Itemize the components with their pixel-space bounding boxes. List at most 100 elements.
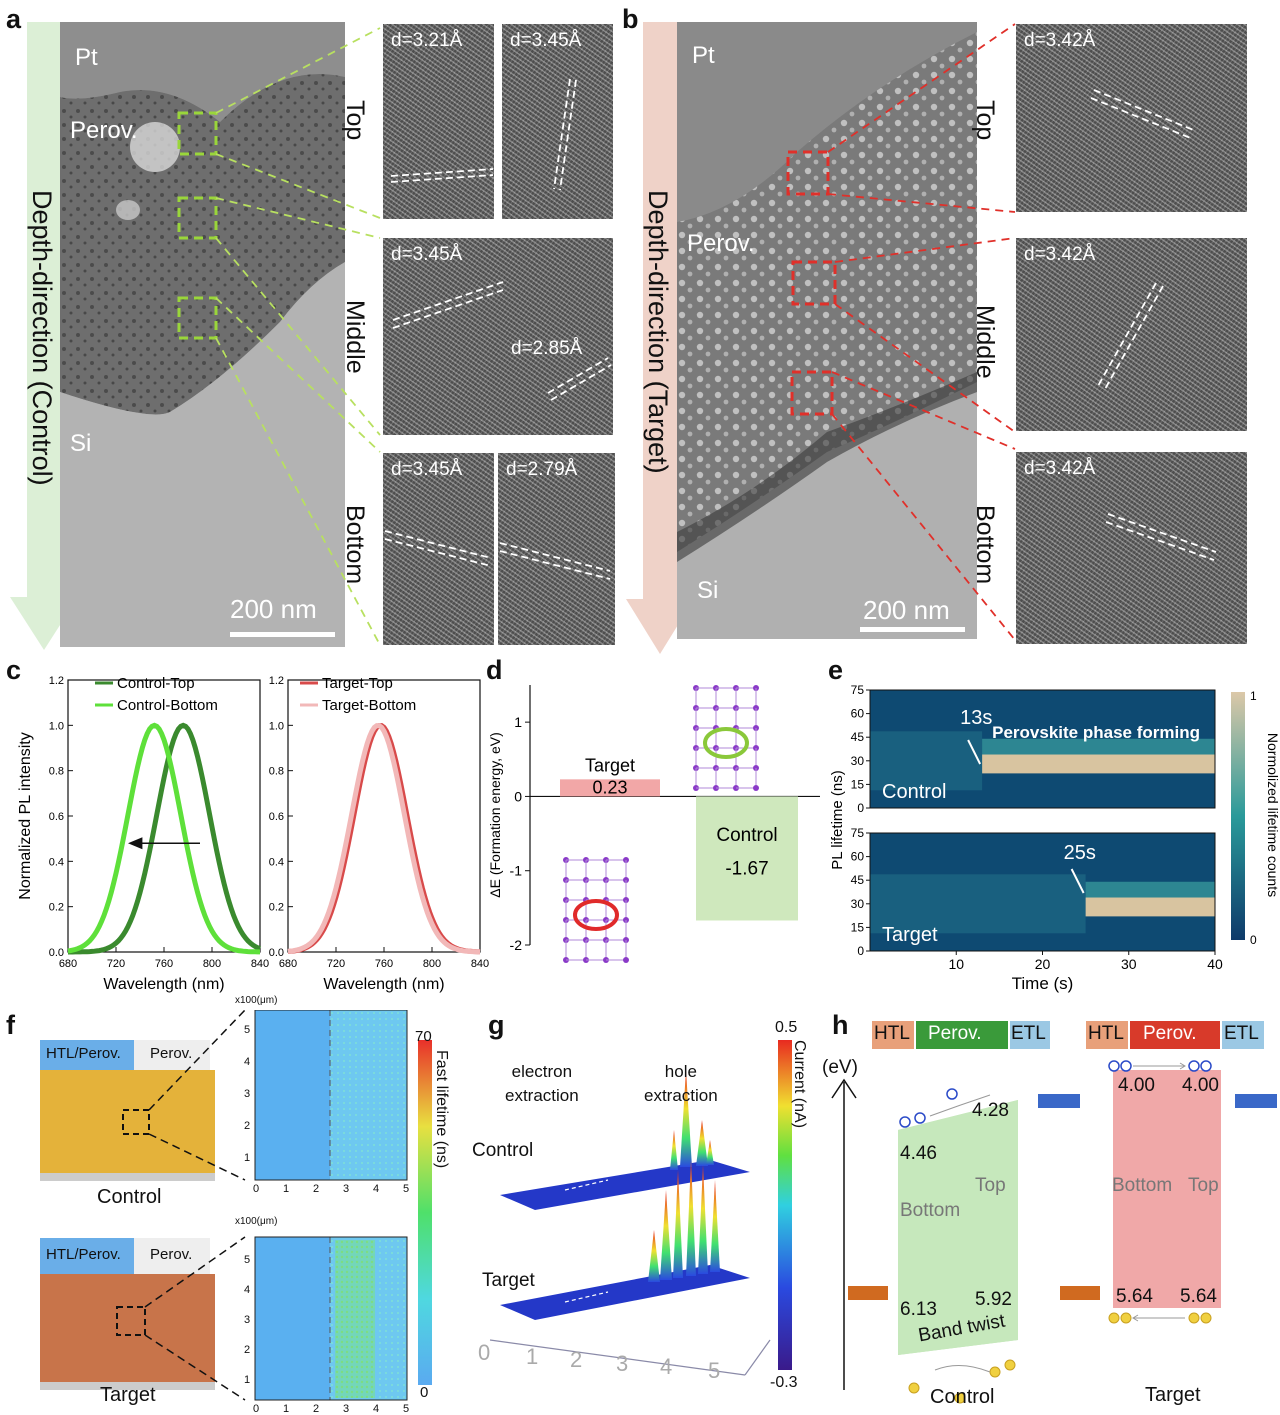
- legend-label: Target-Top: [322, 675, 393, 692]
- ytick-label: 0.6: [49, 811, 64, 823]
- pt-label-b: Pt: [692, 42, 715, 69]
- xtick-label: 800: [203, 958, 221, 970]
- xtick-label: 840: [471, 958, 489, 970]
- hrtem-target-top: d=3.42Å: [1016, 24, 1247, 212]
- control-top-label: Top: [975, 1175, 1006, 1196]
- colorbar-e: [1231, 692, 1245, 940]
- target-cb-left: 5.64: [1116, 1286, 1153, 1307]
- hrtem-control-bottom-2: d=2.79Å: [498, 453, 615, 645]
- plot-frame-c1: [287, 679, 481, 953]
- target-top-label: Top: [1188, 1175, 1219, 1196]
- yaxis-label-d: ΔE (Formation energy, eV): [487, 732, 503, 897]
- formation-energy-chart: -2 -1 0 1 ΔE (Formation energy, eV) Target0.2…: [487, 685, 820, 963]
- heatmap-preonset: [870, 731, 983, 791]
- control-cb-left: 6.13: [900, 1299, 937, 1320]
- xaxis-label-e: Time (s): [1012, 974, 1074, 993]
- ytick-label: 1.2: [49, 675, 64, 687]
- lifetime-maps: [40, 1010, 432, 1401]
- xtick-label: 760: [155, 958, 173, 970]
- perov-label-h2: Perov.: [1143, 1023, 1197, 1044]
- atom-dot: [623, 957, 629, 963]
- xtick-label: 30: [1121, 956, 1137, 972]
- hrtem-control-top-2: d=3.45Å: [502, 24, 613, 219]
- panel-label-b: b: [622, 4, 639, 34]
- hrtem-control-top-1: d=3.21Å: [383, 24, 494, 219]
- fast-cb-min: 0: [420, 1384, 429, 1401]
- crystal-structure-icon: [693, 685, 759, 791]
- fast-cb-max: 70: [415, 1028, 432, 1045]
- xaxis-label-c1: Wavelength (nm): [323, 976, 444, 993]
- ytick-label: -1: [510, 863, 523, 879]
- heatmap-band-control: [982, 754, 1215, 774]
- yaxis-label-c: Normalized PL intensity: [17, 732, 34, 899]
- xtick-label: 40: [1207, 956, 1223, 972]
- pl-spectra-chart: 680 720 760 800 840 0.0 0.2 0.4 0.6 0.8 1.0 1.2 Wave…: [17, 675, 489, 993]
- ytick-label: 0.4: [269, 856, 284, 868]
- legend-label: Target-Bottom: [322, 697, 416, 714]
- panel-label-a: a: [6, 4, 22, 34]
- ytick-label: 0.0: [269, 947, 284, 959]
- heatmap-halo: [982, 738, 1215, 755]
- depth-label-control: Depth-direction (Control): [27, 190, 57, 486]
- onset-arrow: [967, 739, 982, 765]
- xtick-label: 680: [279, 958, 297, 970]
- target-label-h: Target: [1145, 1384, 1201, 1406]
- ytick-label: 75: [851, 683, 865, 697]
- hrtem-target-bottom: d=3.42Å: [1016, 452, 1247, 644]
- subplot-label-target: Target: [882, 924, 938, 946]
- panel-label-d: d: [486, 655, 503, 685]
- ytick-label: 15: [851, 777, 865, 791]
- ytick-label: 1.0: [269, 720, 284, 732]
- hrtem-control-bottom-1: d=3.45Å: [383, 453, 494, 645]
- target-vb-right: 4.00: [1182, 1075, 1219, 1096]
- etl-label-h2: ETL: [1224, 1023, 1259, 1044]
- colorbar-tick: 1: [1250, 689, 1257, 703]
- current-maps: [489, 1040, 792, 1376]
- legend-label: Control-Bottom: [117, 697, 218, 714]
- region-middle-a: Middle: [341, 300, 369, 374]
- ytick-label: 0.2: [269, 902, 284, 914]
- yaxis-label-e: PL lifetime (ns): [829, 770, 846, 869]
- hrtem-target-middle: d=3.42Å: [1016, 238, 1247, 431]
- subplot-label-control: Control: [882, 781, 946, 803]
- target-vb-left: 4.00: [1118, 1075, 1155, 1096]
- ytick-label: 75: [851, 826, 865, 840]
- region-top-b: Top: [971, 100, 999, 141]
- ytick-label: 0.8: [269, 766, 284, 778]
- htl-label-h1: HTL: [874, 1023, 910, 1044]
- electron-extraction-label: electron extraction: [505, 1062, 579, 1105]
- depth-arrow-target: [626, 22, 694, 654]
- ytick-label: 0: [857, 801, 864, 815]
- scale-bar-a: [230, 632, 335, 637]
- ytick-label: 1.2: [269, 675, 284, 687]
- scale-label-a: 200 nm: [230, 594, 317, 624]
- perov-label-f2: Perov.: [150, 1246, 193, 1263]
- target-label-g: Target: [482, 1270, 535, 1291]
- panel-label-f: f: [6, 1010, 15, 1040]
- heatmap-frame: [869, 689, 1216, 809]
- target-label-f: Target: [100, 1384, 156, 1406]
- current-cb-label: Current (nA): [791, 1040, 808, 1129]
- control-label-f: Control: [97, 1186, 162, 1208]
- legend-label: Control-Top: [117, 675, 195, 692]
- ytick-label: 0.2: [49, 902, 64, 914]
- xtick-label: 720: [107, 958, 125, 970]
- depth-label-target: Depth-direction (Target): [643, 190, 673, 474]
- ytick-label: 1: [514, 714, 522, 730]
- xaxis-label-c0: Wavelength (nm): [103, 976, 224, 993]
- bar-target: [560, 779, 660, 797]
- htl-label-f2: HTL/Perov.: [46, 1246, 121, 1263]
- crystal-structure-icon: [563, 857, 629, 963]
- bar-value-label: 0.23: [592, 777, 627, 797]
- control-cb-right: 5.92: [975, 1289, 1012, 1310]
- phase-annotation: Perovskite phase forming: [992, 723, 1200, 742]
- htl-label-f1: HTL/Perov.: [46, 1045, 121, 1062]
- perov-label-b: Perov.: [687, 230, 755, 257]
- unit-label-f1: x100(μm): [235, 995, 278, 1006]
- hole-extraction-label: hole extraction: [644, 1062, 718, 1105]
- current-cb-min: -0.3: [770, 1374, 798, 1391]
- xtick-label: 10: [948, 956, 964, 972]
- current-cb-max: 0.5: [775, 1019, 798, 1036]
- xtick-label: 720: [327, 958, 345, 970]
